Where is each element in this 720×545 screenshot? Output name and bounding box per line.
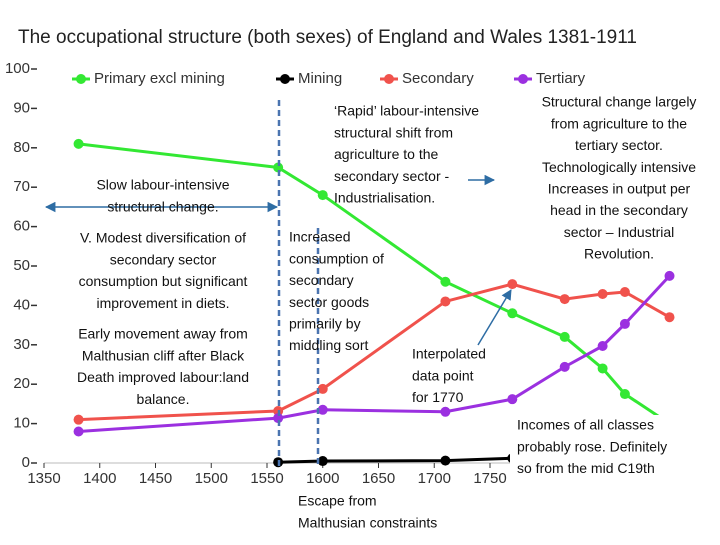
annotation: so from the mid C19th [517,460,655,476]
annotation: structural change. [107,198,218,214]
pointer-arrow [477,289,512,346]
y-tick-label: 0 [22,454,30,471]
y-tick-label: 100 [5,60,30,77]
x-tick-label: 1650 [362,470,395,487]
data-point [507,394,518,405]
y-tick-label: 70 [13,178,30,195]
data-point [597,288,608,299]
annotation: improvement in diets. [96,295,229,311]
legend-label: Tertiary [536,70,586,87]
annotation: Death improved labour:land [77,369,249,385]
annotation: primarily by [289,316,361,332]
legend-label: Secondary [402,70,474,87]
annotation: data point [412,367,474,383]
x-tick-label: 1400 [83,470,116,487]
data-point [619,318,630,329]
annotation: Incomes of all classes [517,417,654,433]
annotation: for 1770 [412,389,464,405]
annotation: head in the secondary [550,202,688,218]
legend-label: Primary excl mining [94,70,225,87]
data-point [559,294,570,305]
annotation: ‘Rapid’ labour-intensive [334,103,479,119]
data-point [73,414,84,425]
y-tick-label: 60 [13,218,30,235]
legend-marker [518,74,528,84]
annotation: from agriculture to the [551,115,687,131]
data-point [317,456,328,467]
x-tick-label: 1500 [195,470,228,487]
y-tick-label: 90 [13,99,30,116]
annotation-background [510,415,720,483]
annotation-background [522,92,720,268]
annotation: sector – Industrial [564,224,675,240]
data-point [619,287,630,298]
annotation: Increased [289,229,350,245]
y-tick-label: 40 [13,296,30,313]
data-point [597,340,608,351]
annotation: Increases in output per [548,181,691,197]
annotation: Escape from [298,493,377,509]
y-tick-label: 50 [13,257,30,274]
x-tick-label: 1350 [27,470,60,487]
annotation: consumption but significant [79,273,248,289]
data-point [73,138,84,149]
legend-label: Mining [298,70,342,87]
y-tick-label: 30 [13,336,30,353]
legend-marker [384,74,394,84]
data-point [273,162,284,173]
x-tick-label: 1750 [473,470,506,487]
x-tick-label: 1600 [306,470,339,487]
annotation: Interpolated [412,346,486,362]
annotation: Malthusian constraints [298,514,437,530]
annotation: Revolution. [584,246,654,262]
annotation: Malthusian cliff after Black [82,347,245,363]
annotation: Technologically intensive [542,159,696,175]
annotation: agriculture to the [334,146,438,162]
data-point [619,389,630,400]
data-point [559,361,570,372]
y-tick-label: 80 [13,139,30,156]
annotation: consumption of [289,250,384,266]
x-tick-label: 1550 [250,470,283,487]
annotation: secondary [289,272,354,288]
x-tick-label: 1450 [139,470,172,487]
plot: 0 10 20 30 40 50 60 70 80 90 100 1350 1400 1450 1500 15… [5,60,720,487]
annotation: balance. [137,391,190,407]
annotation: Industrialisation. [334,190,435,206]
data-point [507,308,518,319]
annotation: V. Modest diversification of [80,230,246,246]
legend-marker [280,74,290,84]
annotation: middling sort [289,337,368,353]
data-point [507,279,518,290]
annotation: structural shift from [334,124,453,140]
annotation: tertiary sector. [575,137,663,153]
annotation: sector goods [289,294,369,310]
chart-title: The occupational structure (both sexes) … [18,27,637,48]
data-point [440,406,451,417]
annotation: probably rose. Definitely [517,438,667,454]
y-tick-label: 20 [13,375,30,392]
annotation: Structural change largely [542,94,697,110]
data-point [317,190,328,201]
annotation: secondary sector [110,251,217,267]
data-point [440,296,451,307]
annotation: secondary sector - [334,168,449,184]
data-point [73,426,84,437]
data-point [317,383,328,394]
annotation: Slow labour-intensive [96,177,229,193]
data-point [317,404,328,415]
data-point [440,455,451,466]
annotation: Early movement away from [78,326,248,342]
data-point [664,312,675,323]
legend-marker [76,74,86,84]
y-tick-label: 10 [13,415,30,432]
data-point [664,270,675,281]
x-tick-label: 1700 [418,470,451,487]
data-point [597,363,608,374]
data-point [559,331,570,342]
data-point [273,413,284,424]
data-point [440,276,451,287]
